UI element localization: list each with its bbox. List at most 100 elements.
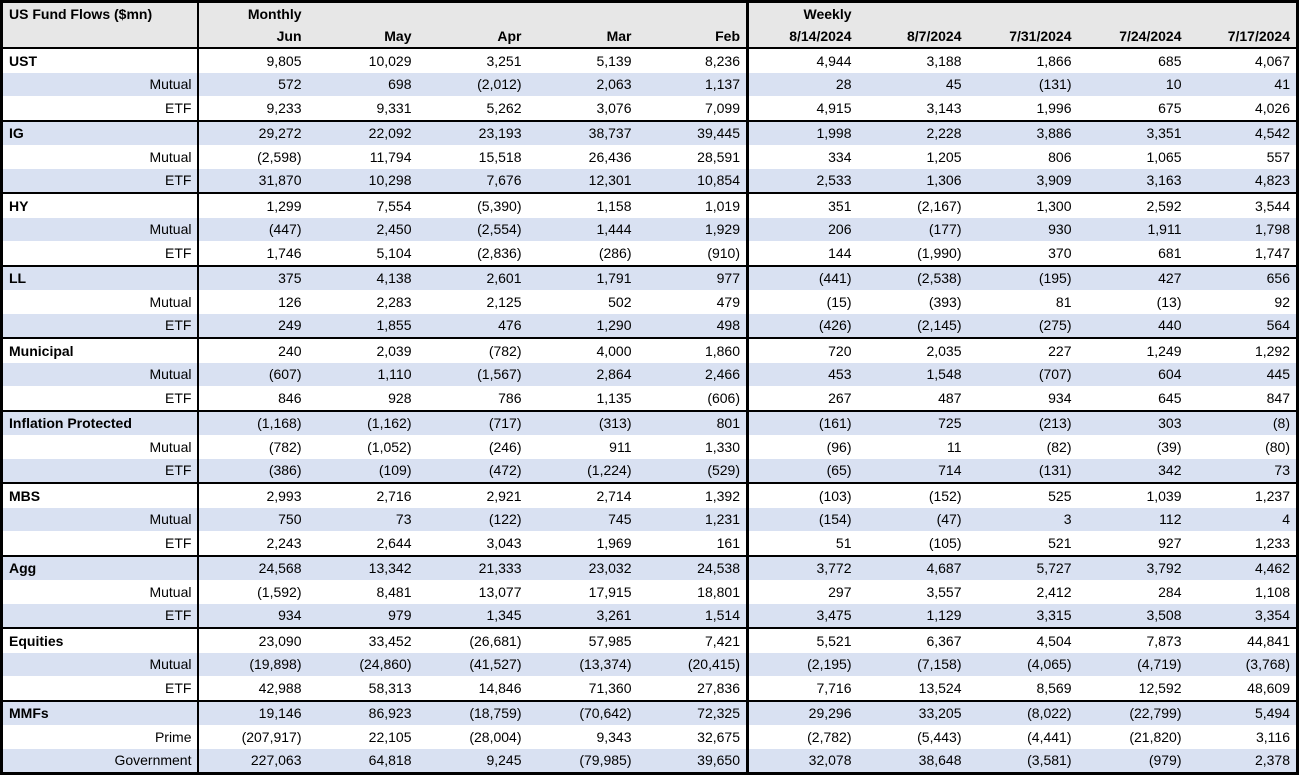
value-cell: 86,923 <box>307 699 418 725</box>
value-cell: 930 <box>1048 221 1072 238</box>
value-cell: 1,791 <box>527 264 638 290</box>
value-cell: 13,077 <box>478 583 522 600</box>
value-cell: 1,065 <box>1146 148 1182 165</box>
value-cell: 39,650 <box>697 752 740 769</box>
value-cell: (3,581) <box>1027 752 1072 769</box>
value-cell: 720 <box>746 337 858 363</box>
section-header-row: US Fund Flows ($mn) Monthly Weekly <box>1 1 1298 49</box>
value-cell: 227 <box>967 337 1078 363</box>
value-cell: 28 <box>746 72 858 96</box>
value-cell: 342 <box>1158 462 1182 479</box>
value-cell: 240 <box>197 337 308 363</box>
column-header-week-3: 7/31/2024 <box>967 25 1078 49</box>
row-label-sub: ETF <box>1 531 199 556</box>
value-cell: (606) <box>707 389 740 406</box>
value-cell: 2,283 <box>376 293 412 310</box>
value-cell: (13) <box>1156 293 1182 310</box>
value-cell: 5,139 <box>527 47 638 73</box>
value-cell: 7,873 <box>1077 627 1188 653</box>
value-cell: 572 <box>278 76 302 93</box>
value-cell: 1,996 <box>1036 99 1072 116</box>
value-cell: 725 <box>857 409 968 435</box>
value-cell: 267 <box>746 386 858 411</box>
value-cell: 4,687 <box>857 554 968 580</box>
value-cell: (177) <box>928 221 962 238</box>
value-cell: (28,004) <box>469 728 522 745</box>
value-cell: (246) <box>488 438 522 455</box>
value-cell: 1,798 <box>1254 221 1290 238</box>
value-cell: 18,801 <box>697 583 740 600</box>
value-cell: 1,299 <box>197 192 308 218</box>
value-cell: 927 <box>1158 534 1182 551</box>
value-cell: (4,065) <box>1027 656 1072 673</box>
value-cell: (1,990) <box>917 244 962 261</box>
value-cell: 3,909 <box>1036 172 1072 189</box>
value-cell: (207,917) <box>241 728 302 745</box>
value-cell: 5,104 <box>376 244 412 261</box>
column-header-feb: Feb <box>637 25 748 49</box>
table-row: ETF 42,988 58,313 14,846 71,360 27,836 7,716 13… <box>1 676 1298 701</box>
value-cell: (1,162) <box>307 409 418 435</box>
value-cell: (26,681) <box>417 627 528 653</box>
value-cell: 1,137 <box>704 76 740 93</box>
value-cell: 303 <box>1077 409 1188 435</box>
value-cell: (782) <box>417 337 528 363</box>
table-row: ETF (386) (109) (472) (1,224) (529) (65) 714 (13… <box>1 458 1298 483</box>
value-cell: 10,854 <box>697 172 740 189</box>
value-cell: (131) <box>1038 76 1072 93</box>
value-cell: 92 <box>1274 293 1290 310</box>
value-cell: 1,237 <box>1187 482 1298 508</box>
value-cell: 1,514 <box>704 607 740 624</box>
table-row: ETF 1,746 5,104 (2,836) (286) (910) 144 (1,990)… <box>1 241 1298 266</box>
value-cell: (2,012) <box>477 76 522 93</box>
value-cell: 1,392 <box>637 482 748 508</box>
value-cell: 4,462 <box>1187 554 1298 580</box>
value-cell: 33,205 <box>857 699 968 725</box>
value-cell: 58,313 <box>368 679 412 696</box>
value-cell: (717) <box>417 409 528 435</box>
value-cell: (2,538) <box>857 264 968 290</box>
value-cell: 2,243 <box>266 534 302 551</box>
table-row: UST 9,805 10,029 3,251 5,139 8,236 4,944 3,188 1… <box>1 47 1298 73</box>
value-cell: 427 <box>1077 264 1188 290</box>
value-cell: (8,022) <box>967 699 1078 725</box>
value-cell: (122) <box>488 511 522 528</box>
value-cell: 5,262 <box>486 99 522 116</box>
row-label-sub: Mutual <box>1 217 199 241</box>
value-cell: (79,985) <box>579 752 632 769</box>
value-cell: 3,251 <box>417 47 528 73</box>
table-row: LL 375 4,138 2,601 1,791 977 (441) (2,538) (195)… <box>1 264 1298 290</box>
row-label-sub: Mutual <box>1 362 199 386</box>
value-cell: 745 <box>608 511 632 528</box>
value-cell: (152) <box>857 482 968 508</box>
value-cell: 9,233 <box>266 99 302 116</box>
value-cell: (7,158) <box>917 656 962 673</box>
value-cell: 12,301 <box>588 172 632 189</box>
value-cell: 22,105 <box>368 728 412 745</box>
value-cell: 1,290 <box>596 317 632 334</box>
row-label-sub: Mutual <box>1 652 199 676</box>
value-cell: (70,642) <box>527 699 638 725</box>
value-cell: 1,019 <box>637 192 748 218</box>
value-cell: 144 <box>746 241 858 266</box>
column-header-jun: Jun <box>197 25 308 49</box>
value-cell: (15) <box>746 290 858 314</box>
value-cell: 2,125 <box>486 293 522 310</box>
value-cell: (154) <box>746 507 858 531</box>
value-cell: (2,598) <box>257 148 302 165</box>
value-cell: 1,548 <box>926 366 962 383</box>
table-row: Inflation Protected (1,168) (1,162) (717) (3… <box>1 409 1298 435</box>
value-cell: 44,841 <box>1187 627 1298 653</box>
value-cell: 1,855 <box>376 317 412 334</box>
value-cell: (103) <box>746 482 858 508</box>
value-cell: 1,345 <box>486 607 522 624</box>
value-cell: 2,714 <box>527 482 638 508</box>
table-row: Mutual (447) 2,450 (2,554) 1,444 1,929 206 (177… <box>1 217 1298 241</box>
value-cell: 4,823 <box>1254 172 1290 189</box>
value-cell: (109) <box>378 462 412 479</box>
value-cell: (131) <box>1038 462 1072 479</box>
value-cell: 284 <box>1158 583 1182 600</box>
value-cell: 1,039 <box>1077 482 1188 508</box>
value-cell: 126 <box>278 293 302 310</box>
